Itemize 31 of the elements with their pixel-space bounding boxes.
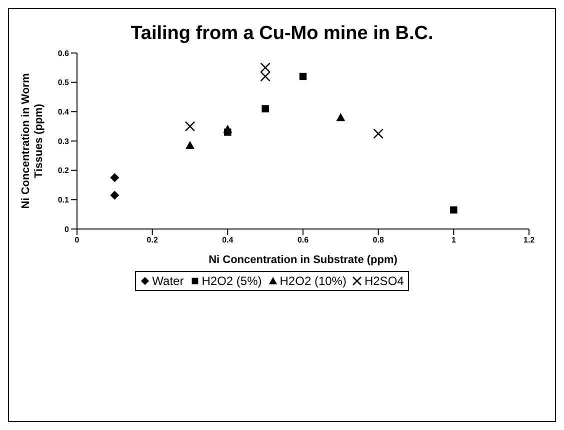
y-tick-label: 0.2 — [58, 166, 70, 176]
x-tick-label: 0.8 — [372, 236, 384, 245]
legend-label: H2SO4 — [363, 274, 404, 288]
legend-label: H2O2 (5%) — [200, 274, 262, 288]
point — [186, 140, 194, 149]
point — [450, 206, 458, 214]
x-axis-title: Ni Concentration in Substrate (ppm) — [208, 254, 398, 266]
point — [299, 72, 307, 80]
x-tick-label: 0.4 — [222, 236, 234, 245]
x-tick-label: 0 — [74, 236, 80, 245]
point — [110, 190, 120, 200]
point — [223, 124, 232, 133]
y-tick-label: 0.5 — [58, 78, 70, 88]
y-tick-label: 0.1 — [58, 196, 70, 205]
y-tick-label: 0.3 — [58, 136, 70, 146]
point — [262, 105, 269, 112]
x-tick-label: 0.6 — [297, 236, 310, 245]
point — [184, 121, 196, 132]
point — [336, 113, 346, 122]
y-tick-label: 0.6 — [58, 48, 70, 58]
point — [110, 173, 120, 182]
legend-label: H2O2 (10%) — [278, 274, 346, 288]
y-tick-label: 0 — [64, 224, 70, 234]
y-axis-title: Ni Concentration in Worm Tissues (ppm) — [20, 73, 45, 209]
legend-label: Water — [151, 274, 184, 288]
x-tick-label: 1.2 — [523, 236, 536, 245]
y-tick-label: 0.4 — [58, 108, 70, 117]
x-tick-label: 1 — [451, 236, 456, 245]
chart-title: Tailing from a Cu-Mo mine in B.C. — [130, 23, 434, 45]
point — [373, 128, 384, 139]
x-tick-label: 0.2 — [146, 236, 158, 245]
